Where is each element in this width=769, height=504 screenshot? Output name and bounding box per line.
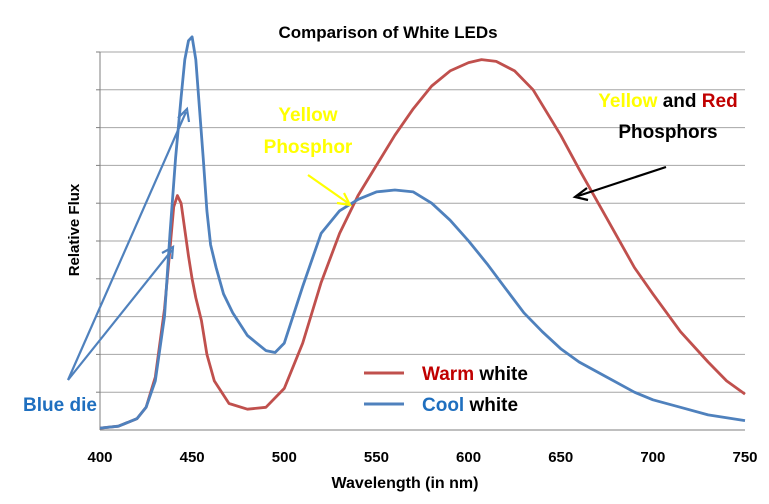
- annotation-yellow-phosphor-line1: Yellow: [278, 105, 337, 126]
- legend-warm-colored: Warm: [422, 364, 474, 385]
- yellow-phosphor-arrowhead: [336, 192, 352, 207]
- x-tick-label: 450: [180, 449, 205, 466]
- blue-die-arrow-warm: [67, 249, 173, 381]
- annotation-phosphors-line2: Phosphors: [618, 122, 717, 143]
- x-tick-label: 700: [640, 449, 665, 466]
- x-tick-label: 600: [456, 449, 481, 466]
- legend-warm-rest: white: [474, 364, 528, 385]
- blue-die-arrow-cool: [66, 111, 188, 381]
- x-tick-label: 400: [87, 449, 112, 466]
- blue-die-arrowhead-cool: [177, 106, 191, 123]
- legend-cool-rest: white: [464, 395, 518, 416]
- yellow-phosphor-arrow: [307, 174, 349, 204]
- x-tick-label: 550: [364, 449, 389, 466]
- y-axis-label: Relative Flux: [66, 183, 83, 276]
- x-tick-label: 650: [548, 449, 573, 466]
- blue-die-arrowhead-warm: [161, 245, 175, 260]
- red-phosphors-arrowhead: [572, 187, 589, 202]
- annotation-blue-die: Blue die: [23, 395, 97, 416]
- annotation-phosphors-and: and: [657, 91, 701, 112]
- x-tick-label: 500: [272, 449, 297, 466]
- annotation-yellow-phosphor-line2: Phosphor: [264, 137, 353, 158]
- red-phosphors-arrow: [577, 165, 667, 198]
- legend-label-cool: Cool white: [422, 395, 518, 416]
- legend-cool-colored: Cool: [422, 395, 464, 416]
- annotation-phosphors-yellow: Yellow: [598, 91, 657, 112]
- legend: Warm white Cool white: [364, 364, 528, 416]
- annotation-phosphors-red: Red: [702, 91, 738, 112]
- x-axis-label: Wavelength (in nm): [332, 475, 479, 492]
- series-line-warm-white: [99, 58, 746, 430]
- annotation-phosphors-line1: Yellow and Red: [598, 91, 737, 112]
- x-tick-labels: 400 450 500 550 600 650 700 750: [87, 449, 757, 466]
- chart-title: Comparison of White LEDs: [278, 23, 497, 42]
- annotation-arrows: [66, 106, 667, 381]
- x-tick-label: 750: [732, 449, 757, 466]
- legend-label-warm: Warm white: [422, 364, 528, 385]
